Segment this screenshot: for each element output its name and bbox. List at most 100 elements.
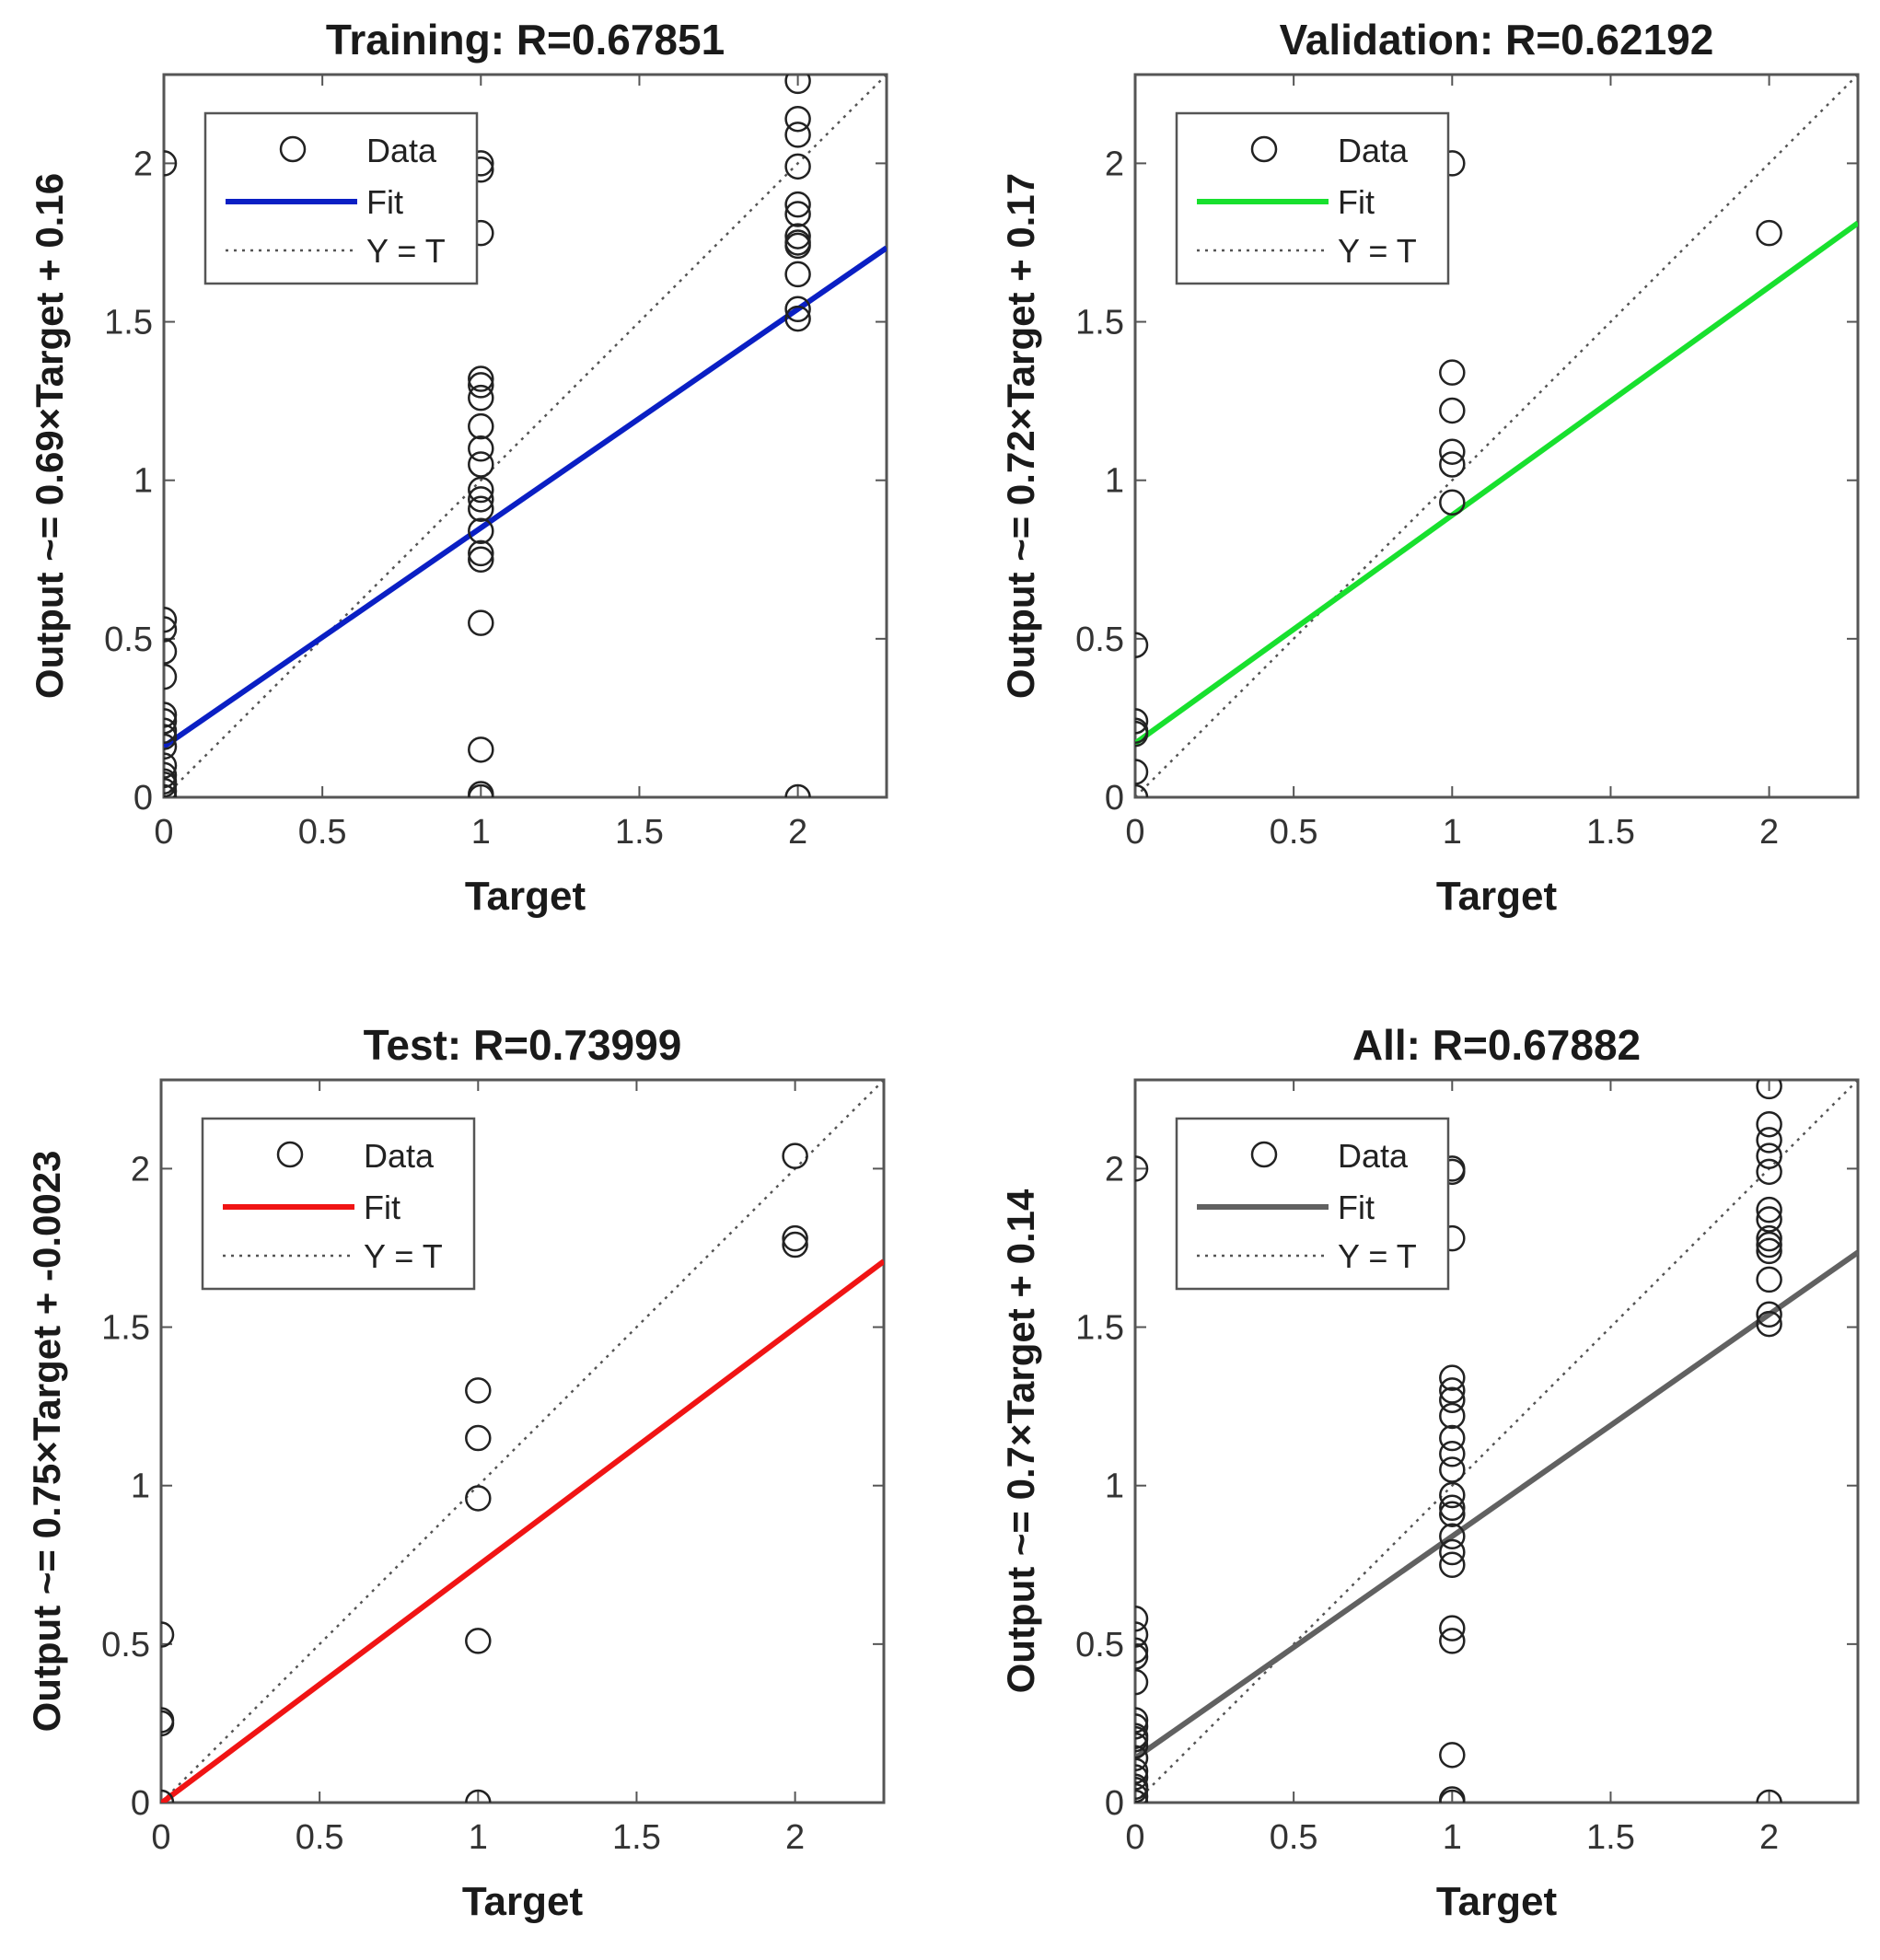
plot-area [1135, 75, 1858, 797]
y-tick-label: 0.5 [1075, 620, 1124, 659]
data-point [784, 153, 811, 180]
data-point [784, 232, 811, 260]
x-tick-label: 0 [151, 1818, 170, 1857]
x-tick-label: 0.5 [298, 813, 347, 852]
data-point [468, 412, 494, 440]
legend-data-marker [1250, 1141, 1278, 1168]
data-point [468, 517, 494, 545]
legend-label-identity: Y = T [1338, 232, 1417, 270]
data-point [468, 435, 494, 462]
data-point [164, 606, 178, 633]
data-point [465, 1789, 492, 1803]
data-point [164, 150, 178, 177]
legend-label-data: Data [366, 132, 437, 169]
data-point [1439, 1742, 1466, 1769]
x-tick-label: 1.5 [615, 813, 664, 852]
legend: Data Fit Y = T [203, 111, 479, 285]
data-point [784, 191, 811, 218]
x-axis-label: Target [1436, 874, 1558, 919]
data-point [164, 724, 178, 750]
legend-label-data: Data [1338, 132, 1409, 169]
data-point [1756, 219, 1782, 247]
data-point [1439, 1402, 1466, 1430]
x-tick-label: 2 [1759, 813, 1779, 852]
plot-area [164, 75, 887, 797]
legend-label-identity: Y = T [366, 232, 446, 270]
chart-panel-test: 0 0.5 1 1.5 2 0 0.5 1 1.5 2 Data Fit Y = T Test: R=0.… [25, 1021, 886, 1924]
data-point [468, 546, 494, 574]
data-point [1439, 1615, 1466, 1641]
data-point [164, 616, 178, 643]
legend-label-fit: Fit [366, 183, 403, 221]
y-tick-label: 0.5 [104, 620, 153, 659]
data-point [1135, 1782, 1149, 1803]
legend: Data Fit Y = T [1175, 1117, 1450, 1291]
y-tick-label: 0 [1105, 1784, 1124, 1823]
data-point [164, 663, 178, 690]
data-point [468, 609, 494, 636]
data-point [1756, 1237, 1782, 1265]
x-axis-label: Target [465, 874, 586, 919]
x-tick-label: 2 [785, 1818, 805, 1857]
data-point [1135, 1713, 1149, 1740]
chart-panel-validation: 0 0.5 1 1.5 2 0 0.5 1 1.5 2 Data Fit Y = T Validation… [999, 16, 1860, 919]
data-point [784, 305, 811, 332]
data-point [164, 717, 178, 744]
y-tick-label: 2 [1105, 1150, 1124, 1189]
data-point [784, 783, 811, 797]
y-tick-label: 2 [131, 1150, 150, 1189]
data-point [1439, 1523, 1466, 1550]
data-point [1135, 1668, 1149, 1696]
legend-label-identity: Y = T [364, 1237, 443, 1275]
data-point [1439, 1501, 1466, 1527]
data-point [1439, 1481, 1466, 1509]
chart-title: All: R=0.67882 [1352, 1021, 1641, 1069]
data-point [784, 122, 811, 148]
data-point [1135, 1155, 1149, 1182]
data-point [161, 1710, 175, 1737]
data-point [468, 486, 494, 513]
x-tick-label: 1.5 [612, 1818, 661, 1857]
data-point [784, 201, 811, 227]
data-point [468, 476, 494, 504]
data-point [1756, 1196, 1782, 1224]
data-point [1135, 1707, 1149, 1734]
legend-box [1175, 111, 1450, 285]
data-point [782, 1231, 808, 1258]
y-axis-label: Output ~= 0.7×Target + 0.14 [999, 1189, 1042, 1693]
x-tick-label: 1 [471, 813, 491, 852]
data-point [1135, 708, 1149, 735]
chart-title: Training: R=0.67851 [326, 16, 725, 64]
data-point [1439, 397, 1466, 424]
data-point [1135, 1606, 1149, 1632]
legend-box [1175, 1117, 1450, 1291]
data-point [468, 539, 494, 567]
y-tick-label: 1 [131, 1467, 150, 1506]
legend-box [201, 1117, 476, 1291]
x-tick-label: 0.5 [1270, 1818, 1318, 1857]
data-point [1439, 1424, 1466, 1452]
y-tick-label: 0.5 [1075, 1626, 1124, 1664]
fit-line [161, 1258, 884, 1803]
data-point [1439, 1456, 1466, 1483]
plot-area [1135, 1080, 1858, 1803]
chart-title: Test: R=0.73999 [364, 1021, 682, 1069]
data-point [784, 223, 811, 249]
data-point [164, 702, 178, 728]
y-axis-label: Output ~= 0.75×Target + -0.0023 [25, 1151, 68, 1733]
data-point [1756, 1301, 1782, 1328]
y-axis-label: Output ~= 0.69×Target + 0.16 [28, 173, 71, 699]
data-point [1756, 1310, 1782, 1338]
data-point [1135, 1745, 1149, 1772]
plot-area [161, 1080, 884, 1803]
data-point [1756, 1080, 1782, 1100]
data-point [1135, 1776, 1149, 1803]
data-point [1135, 759, 1149, 785]
y-tick-label: 1 [1105, 1467, 1124, 1506]
chart-title: Validation: R=0.62192 [1280, 16, 1714, 64]
chart-panel-training: 0 0.5 1 1.5 2 0 0.5 1 1.5 2 Data Fit Y = T Training: … [28, 16, 888, 919]
legend: Data Fit Y = T [1175, 111, 1450, 285]
data-point [465, 1424, 492, 1452]
x-tick-label: 2 [788, 813, 807, 852]
